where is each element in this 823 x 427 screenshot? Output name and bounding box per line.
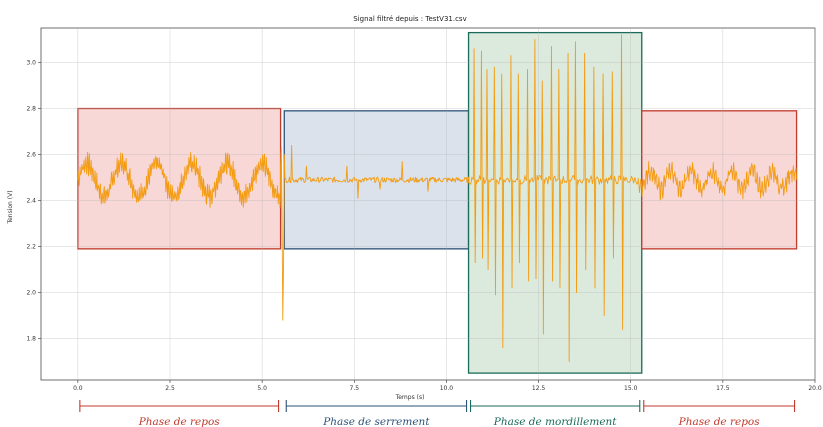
x-tick-label: 7.5	[350, 385, 360, 392]
x-tick-label: 17.5	[716, 385, 730, 392]
x-tick-label: 12.5	[532, 385, 546, 392]
x-axis-label: Temps (s)	[395, 394, 425, 401]
x-tick-label: 20.0	[808, 385, 822, 392]
phase-label-3: Phase de mordillement	[493, 416, 618, 427]
phase-label-2: Phase de serrement	[322, 416, 430, 427]
y-tick-label: 1.8	[26, 336, 36, 343]
phase-box-4	[641, 110, 798, 250]
x-tick-label: 2.5	[165, 385, 175, 392]
phase-label-4: Phase de repos	[678, 416, 761, 427]
x-tick-label: 5.0	[257, 385, 267, 392]
y-tick-label: 2.6	[26, 152, 36, 159]
x-tick-label: 10.0	[440, 385, 454, 392]
y-tick-label: 2.8	[26, 106, 36, 113]
signal-line	[77, 34, 797, 363]
y-tick-label: 2.2	[26, 244, 36, 251]
y-tick-label: 2.4	[26, 198, 36, 205]
y-tick-label: 3.0	[26, 60, 36, 67]
chart-title: Signal filtré depuis : TestV31.csv	[353, 15, 466, 23]
x-tick-label: 15.0	[624, 385, 638, 392]
phase-box-1	[77, 107, 282, 250]
phase-label-1: Phase de repos	[138, 416, 221, 427]
y-axis-label: Tension (V)	[7, 190, 14, 224]
y-tick-label: 2.0	[26, 290, 36, 297]
x-tick-label: 0.0	[73, 385, 83, 392]
